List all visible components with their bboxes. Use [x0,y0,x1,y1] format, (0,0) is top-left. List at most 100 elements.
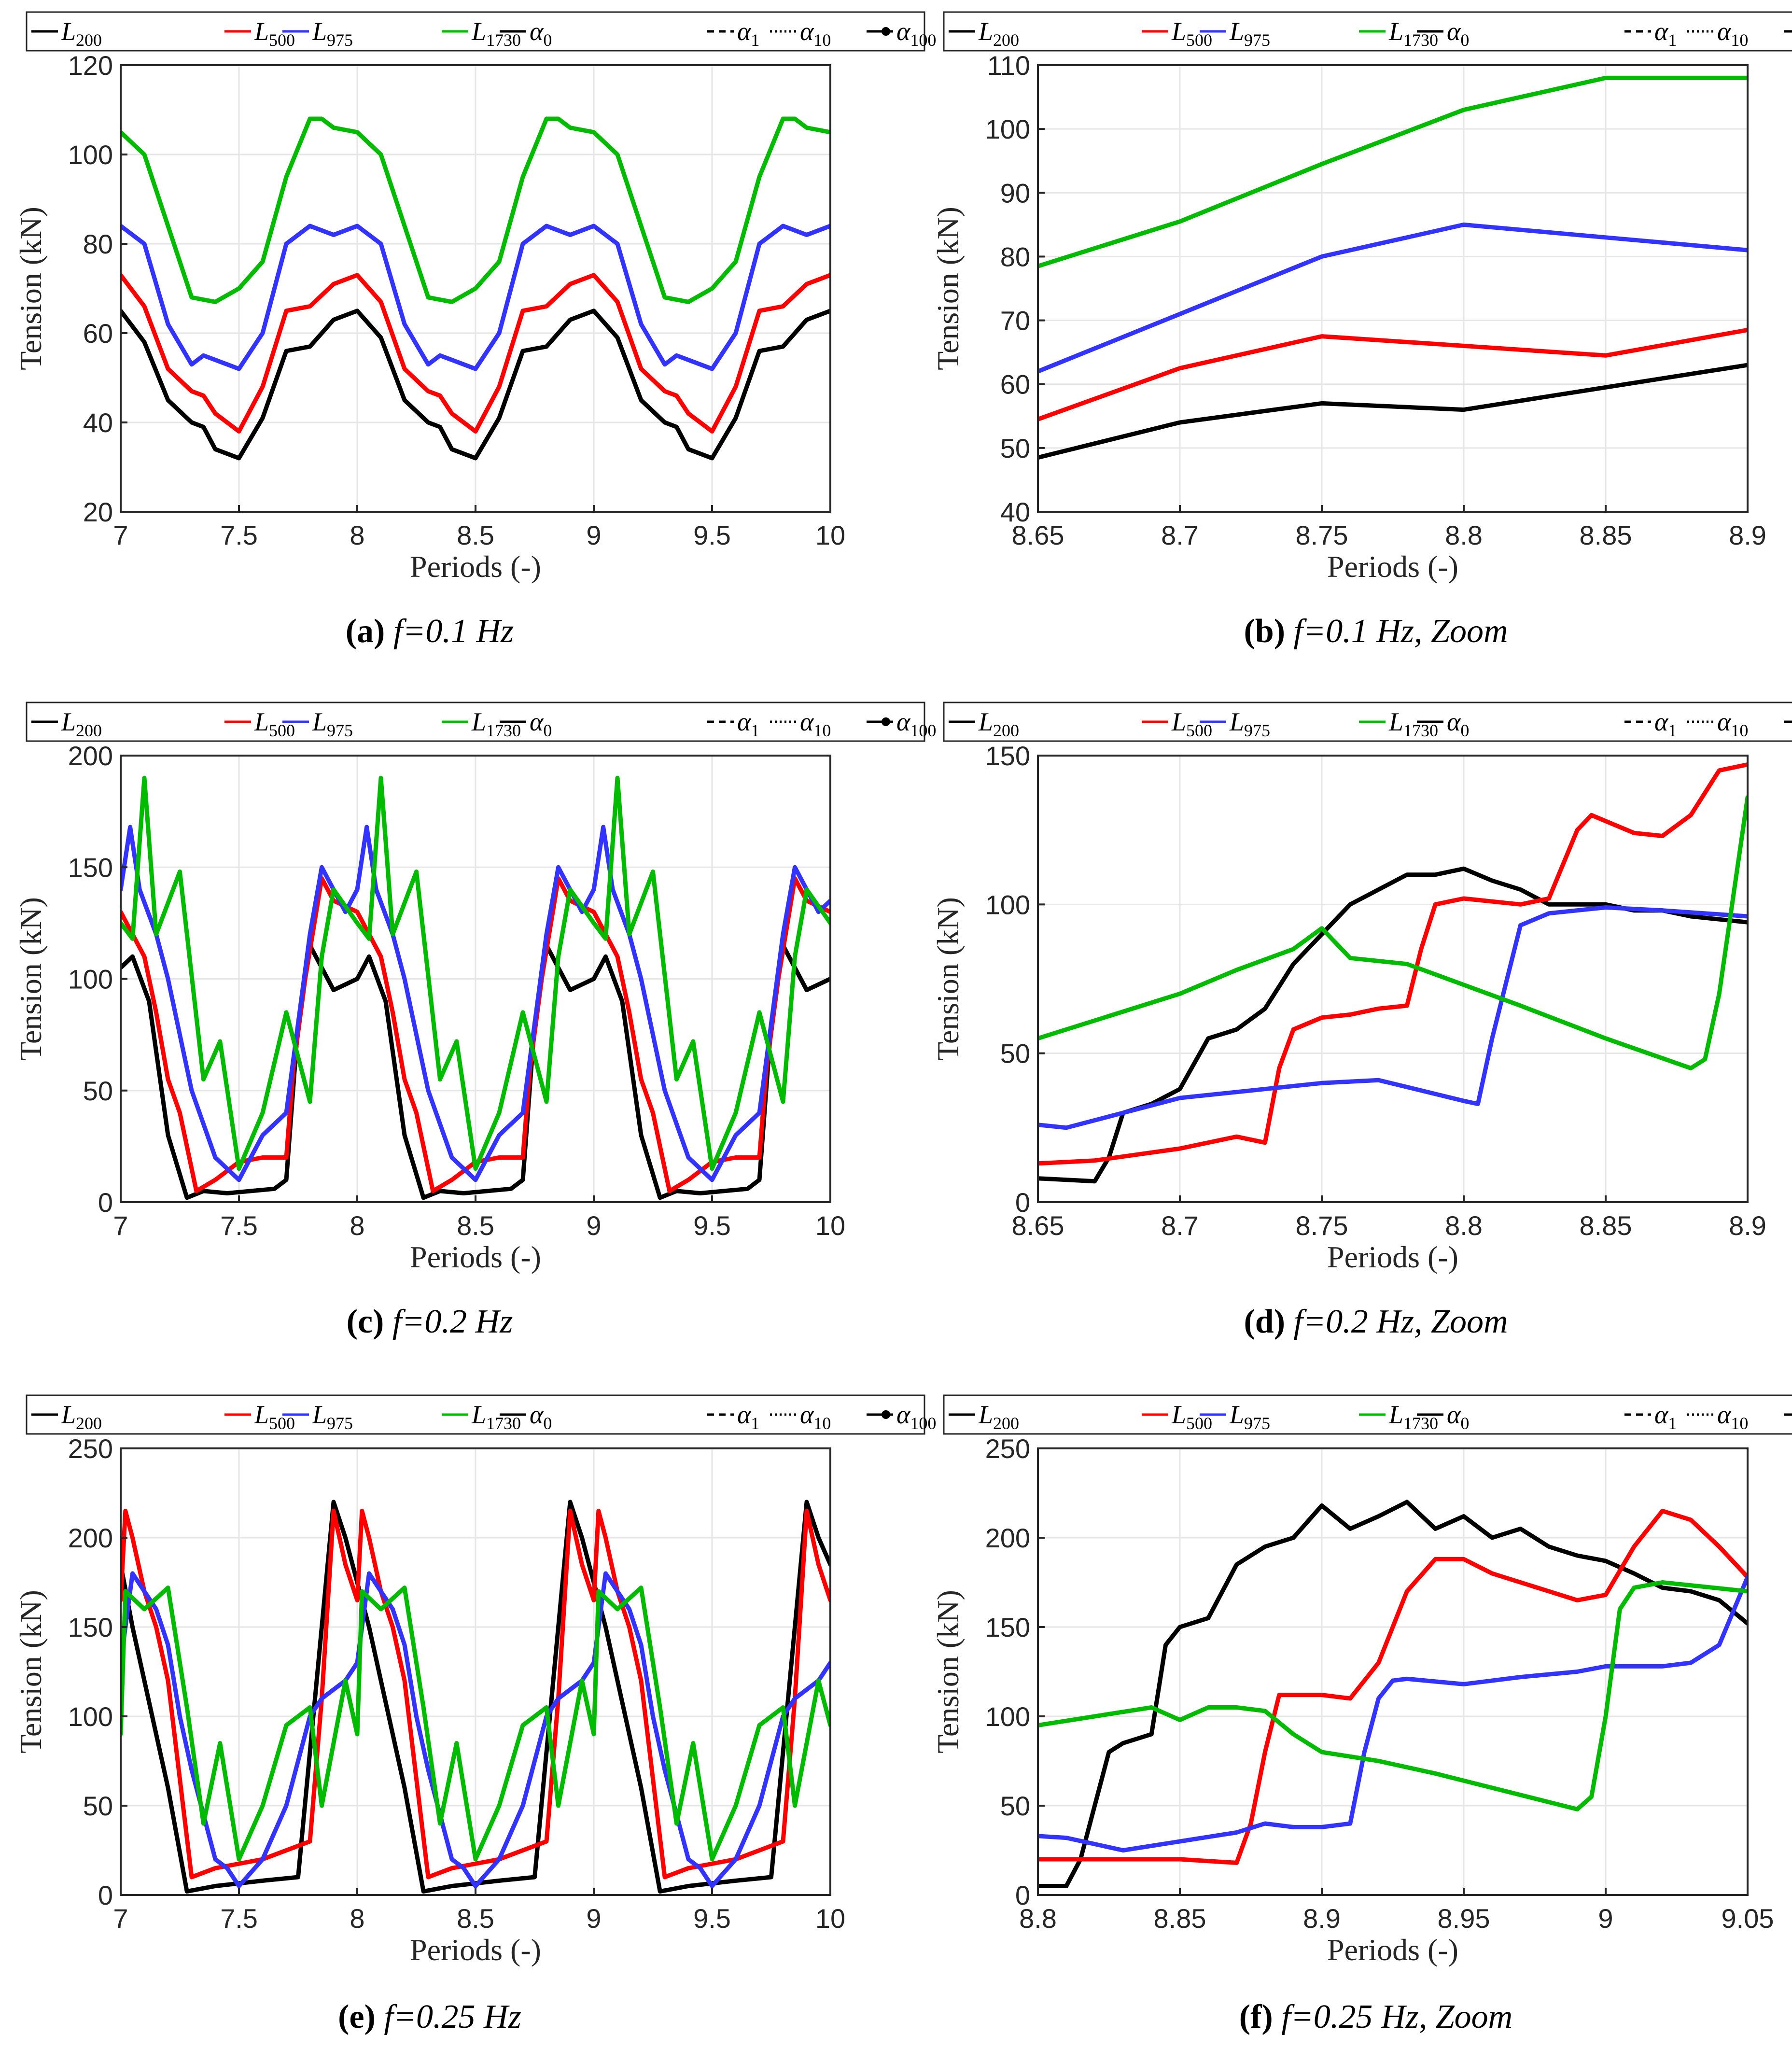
series-line-L500 [121,1509,830,1880]
y-axis-label: Tension (kN) [14,1590,48,1754]
y-tick-label: 60 [83,318,113,349]
y-tick-label: 40 [83,407,113,438]
y-axis-label: Tension (kN) [931,897,965,1061]
plot-area [121,775,830,1200]
y-tick-label: 80 [1000,241,1030,272]
series-line-L1730 [1038,1580,1748,1811]
x-tick-label: 8.5 [457,520,494,550]
y-tick-label: 250 [985,1433,1030,1464]
y-tick-label: 200 [68,1523,113,1553]
y-tick-label: 110 [987,50,1030,81]
series-line-L975 [121,825,830,1182]
x-tick-label: 8.9 [1303,1903,1341,1934]
x-tick-label: 8.65 [1012,1210,1064,1241]
series-line-L1730 [121,775,830,1171]
x-tick-label: 9 [1598,1903,1613,1934]
y-tick-label: 100 [68,964,113,995]
y-tick-label: 50 [83,1076,113,1106]
series-line-L1730 [121,116,830,304]
legend-item: α100 [1784,30,1792,33]
series-line-L500 [1038,762,1748,1166]
x-tick-label: 9.05 [1722,1903,1774,1934]
y-tick-label: 200 [985,1523,1030,1553]
y-tick-label: 120 [68,50,113,81]
axes-frame [1037,64,1749,513]
y-tick-label: 100 [68,140,113,170]
x-tick-label: 7 [113,520,128,550]
x-tick-label: 10 [815,1903,845,1934]
series-line-L975 [1038,222,1748,374]
plot-area [1038,762,1748,1184]
plot-area [1038,75,1748,460]
x-tick-label: 7.5 [220,1210,258,1241]
x-tick-label: 8.85 [1154,1903,1206,1934]
x-axis-label: Periods (-) [1327,1240,1458,1274]
plot-area [121,1500,830,1894]
chart-b: 8.65 8.7 8.75 8.8 8.85 8.9 40 50 60 70 80 90 100 110 P… [931,11,1792,650]
x-tick-label: 7.5 [220,1903,258,1934]
series-line-L1730 [1038,75,1748,268]
legend-label: α1 [737,1400,759,1433]
y-tick-label: 250 [68,1433,113,1464]
x-tick-label: 8.9 [1729,520,1766,550]
legend-marker [882,717,890,726]
y-tick-label: 80 [83,229,113,259]
y-tick-label: 50 [83,1791,113,1821]
x-tick-label: 8.8 [1445,520,1483,550]
legend-marker [882,27,890,36]
x-axis-label: Periods (-) [410,1933,541,1967]
caption: (f) f=0.25 Hz, Zoom [1239,1998,1512,2035]
legend-item: α100 [867,17,936,50]
y-axis-label: Tension (kN) [931,1590,965,1754]
x-tick-label: 9.5 [693,520,731,550]
series-line-L200 [121,1500,830,1894]
y-tick-label: 40 [1000,497,1030,527]
x-tick-label: 8.75 [1296,1210,1348,1241]
x-tick-label: 8 [350,1903,364,1934]
series-line-L500 [1038,327,1748,421]
axes-frame [1037,755,1749,1203]
y-tick-label: 60 [1000,369,1030,400]
y-tick-label: 150 [985,741,1030,771]
y-tick-label: 100 [985,1701,1030,1732]
y-tick-label: 50 [1000,1039,1030,1069]
y-tick-label: 100 [985,889,1030,920]
x-tick-label: 8.95 [1438,1903,1490,1934]
y-tick-label: 0 [1015,1880,1030,1910]
legend-item: α100 [1784,1413,1792,1416]
caption: (a) f=0.1 Hz [346,613,514,650]
x-tick-label: 8.7 [1161,520,1199,550]
x-tick-label: 9 [586,520,601,550]
y-tick-label: 100 [985,114,1030,144]
y-tick-label: 150 [985,1612,1030,1642]
caption: (e) f=0.25 Hz [338,1998,521,2035]
x-tick-label: 7.5 [220,520,258,550]
x-tick-label: 8.7 [1161,1210,1199,1241]
series-line-L975 [1038,905,1748,1130]
legend-item: α100 [1784,720,1792,723]
x-tick-label: 8.85 [1580,1210,1632,1241]
x-tick-label: 8.8 [1445,1210,1483,1241]
y-tick-label: 100 [68,1701,113,1732]
y-tick-label: 150 [68,1612,113,1642]
y-tick-label: 70 [1000,306,1030,336]
x-tick-label: 7 [113,1903,128,1934]
x-tick-label: 8.75 [1296,520,1348,550]
x-axis-label: Periods (-) [410,1240,541,1274]
x-tick-label: 8.9 [1729,1210,1766,1241]
legend-label: α100 [896,17,936,50]
series-line-L200 [121,309,830,461]
x-axis-label: Periods (-) [1327,1933,1458,1967]
y-axis-label: Tension (kN) [931,207,965,370]
y-tick-label: 0 [98,1880,113,1910]
chart-f: 8.8 8.85 8.9 8.95 9 9.05 0 50 100 150 200 250 Period… [931,1394,1792,2035]
x-tick-label: 8 [350,520,364,550]
series-line-L200 [1038,866,1748,1184]
